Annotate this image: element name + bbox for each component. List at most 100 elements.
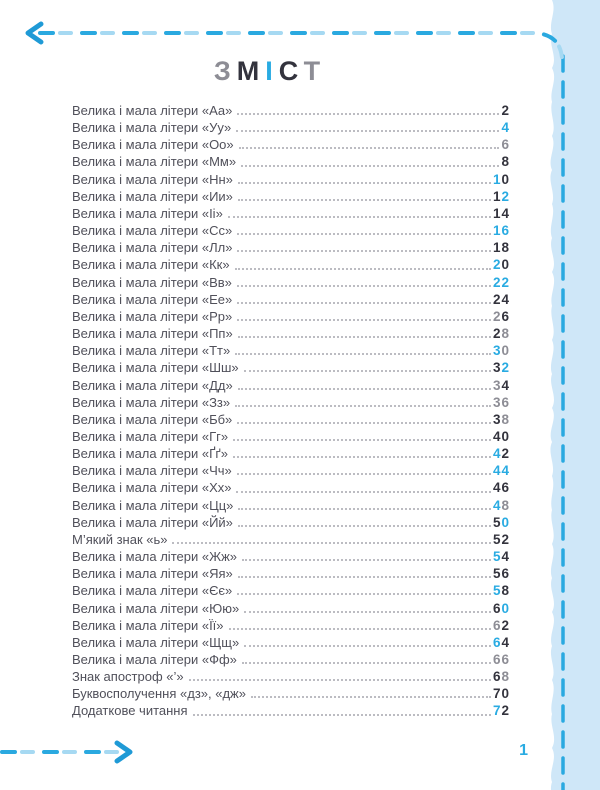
page-digit: 2 [501,103,510,118]
page-digit: 3 [492,394,502,410]
toc-entry-dot-leader [237,181,491,184]
page-digit: 4 [501,205,510,221]
toc-entry-dot-leader [237,113,500,116]
toc-entry: Велика і мала літери «Пп» 28 [72,325,510,342]
page-digit: 2 [492,326,502,342]
toc-entry: Знак апостроф «’» 68 [72,668,510,685]
toc-entry: Велика і мала літери «Мм» 8 [72,153,510,170]
page-digit: 0 [501,686,510,702]
page-digit: 7 [492,686,502,702]
toc-entry-label: Велика і мала літери «Рр» [72,308,233,324]
page-digit: 8 [501,154,510,170]
toc-entry-dot-leader [241,662,491,665]
toc-entry: Велика і мала літери «Яя» 56 [72,565,510,582]
toc-entry-dot-leader [244,644,491,647]
toc-entry-label: Велика і мала літери «Ґґ» [72,446,228,462]
page-digit: 6 [501,223,510,239]
toc-entry-dot-leader [243,370,491,373]
toc-entry: Велика і мала літери «Шш» 32 [72,359,510,376]
toc-entry: Велика і мала літери «Йй» 50 [72,514,510,531]
toc-entry-dot-leader [228,627,491,630]
toc-entry-page-number: 20 [493,256,510,273]
toc-entry-page-number: 32 [493,359,510,376]
toc-entry: Велика і мала літери «Хх» 46 [72,479,510,496]
toc-entry-page-number: 2 [501,102,510,119]
page-digit: 4 [501,120,510,136]
toc-entry: Велика і мала літери «Дд» 34 [72,377,510,394]
toc-entry-label: Велика і мала літери «Гг» [72,428,229,444]
toc-entry-dot-leader [237,576,491,579]
page-digit: 2 [501,274,510,290]
toc-entry: Велика і мала літери «Цц» 48 [72,497,510,514]
toc-entry-page-number: 46 [493,479,510,496]
toc-entry: Велика і мала літери «Бб» 38 [72,411,510,428]
page-digit: 0 [501,514,510,530]
toc-entry-page-number: 22 [493,274,510,291]
toc-entry-page-number: 40 [493,428,510,445]
page-digit: 6 [501,652,510,667]
toc-entry-page-number: 36 [493,394,510,411]
page-digit: 6 [492,652,502,667]
toc-entry-label: Велика і мала літери «Мм» [72,154,237,170]
toc-entry-label: Велика і мала літери «Уу» [72,120,232,136]
toc-entry-dot-leader [192,713,491,716]
page-digit: 2 [501,360,510,376]
page-digit: 5 [492,531,502,547]
page-digit: 4 [501,634,510,650]
toc-entry-page-number: 14 [493,205,510,222]
toc-entry-label: Велика і мала літери «Сс» [72,223,233,239]
toc-entry: Велика і мала літери «Уу» 4 [72,119,510,136]
toc-entry-page-number: 50 [493,514,510,531]
toc-entry-page-number: 38 [493,411,510,428]
torn-paper-edge [550,0,600,790]
page-digit: 5 [492,566,502,582]
page-digit: 6 [501,308,510,324]
title-letter: С [278,56,304,86]
toc-entry: Додаткове читання 72 [72,702,510,719]
toc-entry-label: Велика і мала літери «Хх» [72,480,232,496]
page-digit: 0 [501,257,510,273]
toc-entry-dot-leader [235,353,491,356]
toc-entry-label: Велика і мала літери «Зз» [72,394,231,410]
toc-entry: Велика і мала літери «Оо» 6 [72,136,510,153]
toc-entry: Велика і мала літери «Рр» 26 [72,308,510,325]
toc-entry-label: Велика і мала літери «Ее» [72,291,233,307]
page-digit: 2 [501,531,510,547]
toc-entry-dot-leader [237,198,491,201]
toc-entry-dot-leader [236,130,500,133]
toc-entry-label: Велика і мала літери «Пп» [72,326,233,342]
toc-entry-dot-leader [234,267,491,270]
toc-entry-dot-leader [238,507,491,510]
page-digit: 4 [501,291,510,307]
toc-entry: Велика і мала літери «Зз» 36 [72,394,510,411]
toc-entry-page-number: 6 [501,136,510,153]
toc-entry-dot-leader [237,387,491,390]
page-digit: 8 [501,583,510,599]
toc-entry-dot-leader [241,164,500,167]
toc-entry: Велика і мала літери «Нн» 10 [72,171,510,188]
toc-entry-page-number: 28 [493,325,510,342]
toc-entry-label: Велика і мала літери «Лл» [72,240,233,256]
page-digit: 3 [492,411,502,427]
toc-entry: М’який знак «ь» 52 [72,531,510,548]
toc-entry-dot-leader [188,679,491,682]
page-digit: 2 [492,291,502,307]
toc-entry-page-number: 56 [493,565,510,582]
page-digit: 0 [501,171,510,187]
toc-entry-label: Велика і мала літери «Іі» [72,205,223,221]
toc-entry-page-number: 62 [493,617,510,634]
page-digit: 5 [492,514,502,530]
page-digit: 4 [501,549,510,565]
toc-entry-label: Велика і мала літери «Кк» [72,257,230,273]
toc-entry-dot-leader [236,284,491,287]
toc-entry: Велика і мала літери «Жж» 54 [72,548,510,565]
toc-entry-dot-leader [237,318,491,321]
toc-entry: Велика і мала літери «Юю» 60 [72,600,510,617]
page-digit: 6 [492,617,502,633]
folio-page-number: 1 [519,742,528,759]
page-digit: 0 [501,343,510,359]
page-digit: 8 [501,411,510,427]
toc-entry: Буквосполучення «дз», «дж» 70 [72,685,510,702]
toc-entry-dot-leader [227,216,491,219]
toc-entry-dot-leader [237,593,491,596]
